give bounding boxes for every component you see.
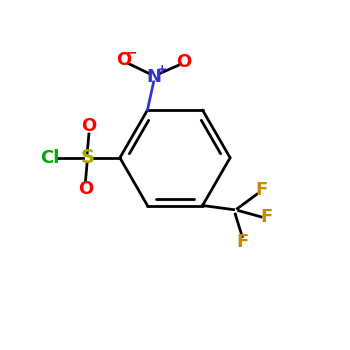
Text: F: F bbox=[255, 181, 267, 199]
Text: O: O bbox=[116, 51, 131, 69]
Text: Cl: Cl bbox=[40, 149, 60, 167]
Text: S: S bbox=[80, 148, 94, 167]
Text: +: + bbox=[156, 63, 167, 76]
Text: F: F bbox=[260, 208, 272, 226]
Text: −: − bbox=[125, 46, 137, 60]
Text: O: O bbox=[176, 53, 191, 71]
Text: O: O bbox=[78, 181, 93, 198]
Text: N: N bbox=[147, 68, 162, 86]
Text: O: O bbox=[81, 117, 97, 135]
Text: F: F bbox=[236, 233, 248, 251]
